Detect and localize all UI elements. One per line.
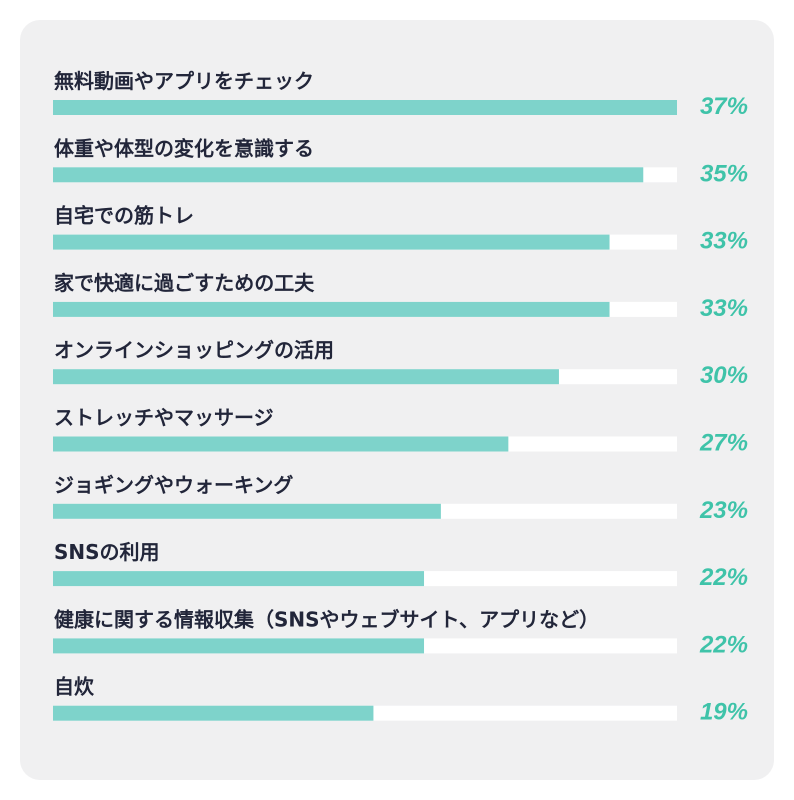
category-label: 健康に関する情報収集（SNSやウェブサイト、アプリなど） bbox=[54, 607, 599, 631]
bar bbox=[53, 705, 374, 721]
bar bbox=[53, 436, 509, 452]
category-label: 自宅での筋トレ bbox=[54, 204, 194, 228]
value-label: 30% bbox=[700, 362, 748, 389]
bar bbox=[53, 100, 677, 115]
category-label: 無料動画やアプリをチェック bbox=[54, 69, 314, 93]
bar bbox=[53, 369, 559, 385]
value-label: 27% bbox=[699, 430, 748, 457]
value-label: 35% bbox=[700, 160, 748, 187]
bar bbox=[53, 638, 425, 654]
bar bbox=[53, 234, 610, 250]
bar bbox=[53, 571, 425, 587]
value-label: 37% bbox=[700, 93, 748, 120]
bar bbox=[53, 503, 441, 519]
category-label: SNSの利用 bbox=[54, 540, 160, 564]
category-label: 体重や体型の変化を意識する bbox=[54, 136, 314, 160]
value-label: 22% bbox=[699, 564, 748, 591]
value-label: 33% bbox=[700, 228, 748, 255]
category-label: 自炊 bbox=[54, 675, 95, 699]
bar bbox=[53, 301, 610, 317]
value-label: 19% bbox=[700, 699, 748, 726]
category-label: ジョギングやウォーキング bbox=[54, 473, 293, 497]
category-label: ストレッチやマッサージ bbox=[54, 406, 274, 430]
value-label: 33% bbox=[700, 295, 748, 322]
value-label: 23% bbox=[699, 497, 748, 524]
bar bbox=[53, 167, 644, 183]
category-label: 家で快適に過ごすための工夫 bbox=[54, 271, 315, 295]
category-label: オンラインショッピングの活用 bbox=[54, 338, 334, 362]
value-label: 22% bbox=[699, 631, 748, 658]
